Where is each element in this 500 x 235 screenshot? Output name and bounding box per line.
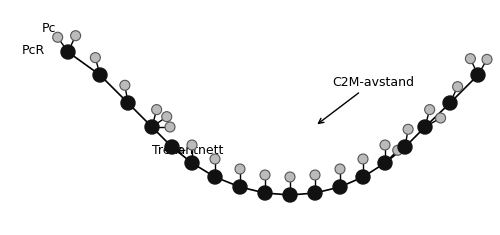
Circle shape [258,186,272,200]
Circle shape [398,140,412,154]
Circle shape [310,170,320,180]
Circle shape [121,96,135,110]
Circle shape [335,164,345,174]
Circle shape [162,112,172,122]
Circle shape [233,180,247,194]
Text: C2M-avstand: C2M-avstand [318,75,414,123]
Circle shape [443,96,457,110]
Circle shape [145,120,159,134]
Text: PcR: PcR [22,43,45,56]
Text: Trekantnett: Trekantnett [152,144,224,157]
Circle shape [452,82,462,92]
Circle shape [308,186,322,200]
Circle shape [208,170,222,184]
Circle shape [418,120,432,134]
Circle shape [380,140,390,150]
Circle shape [187,140,197,150]
Text: Pc: Pc [42,21,56,35]
Circle shape [52,32,62,42]
Circle shape [378,156,392,170]
Circle shape [333,180,347,194]
Circle shape [120,80,130,90]
Circle shape [356,170,370,184]
Circle shape [210,154,220,164]
Circle shape [260,170,270,180]
Circle shape [93,68,107,82]
Circle shape [235,164,245,174]
Circle shape [283,188,297,202]
Circle shape [466,54,475,64]
Circle shape [392,145,402,155]
Circle shape [285,172,295,182]
Circle shape [90,53,101,63]
Circle shape [185,156,199,170]
Circle shape [358,154,368,164]
Circle shape [70,31,81,41]
Circle shape [61,45,75,59]
Circle shape [471,68,485,82]
Circle shape [403,124,413,134]
Circle shape [424,105,434,115]
Circle shape [152,105,162,115]
Circle shape [436,113,446,123]
Circle shape [482,55,492,64]
Circle shape [165,140,179,154]
Circle shape [165,122,175,132]
